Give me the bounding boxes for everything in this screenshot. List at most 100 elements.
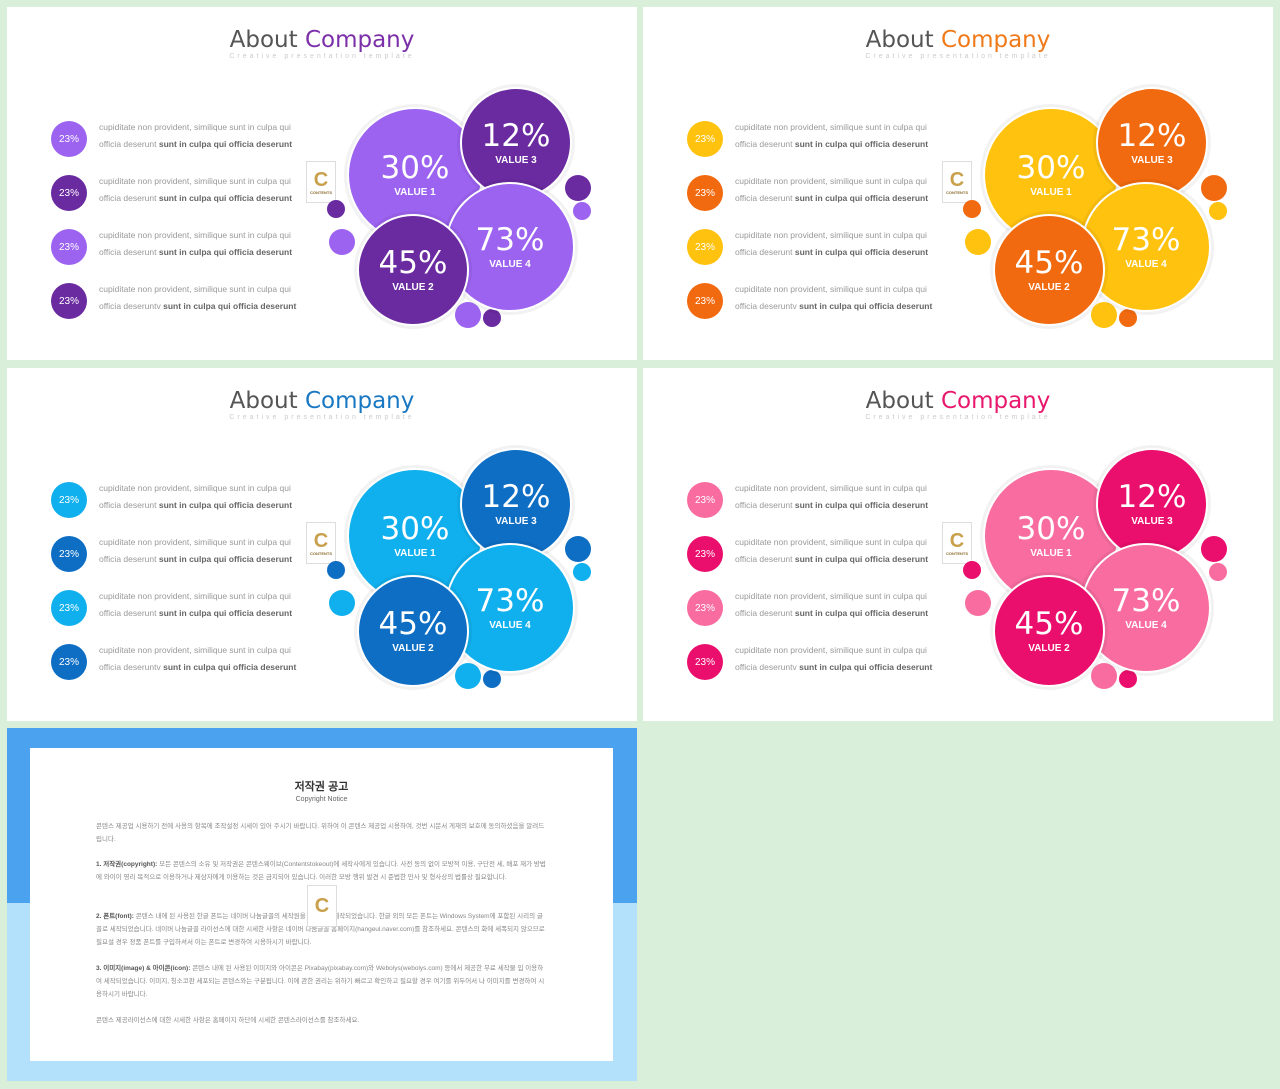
decor-dot: [455, 302, 481, 328]
item-line-2-bold: sunt in culpa qui officia deserunt: [163, 662, 297, 672]
decor-dot: [965, 590, 991, 616]
copyright-slide: 저작권 공고 Copyright Notice 콘텐스 제공업 시용하기 전에 …: [7, 728, 637, 1081]
decor-dot: [565, 175, 591, 201]
item-line-2: officia deserunt sunt in culpa qui offic…: [99, 500, 292, 510]
value-circle: 45% VALUE 2: [357, 575, 469, 687]
title-text: About: [229, 388, 298, 414]
logo-watermark: C CONTENTS: [942, 522, 972, 564]
circle-label: VALUE 1: [394, 186, 436, 198]
item-line-1: cupiditate non provident, similique sunt…: [99, 230, 291, 240]
list-item: 23% cupiditate non provident, similique …: [687, 480, 947, 520]
copyright-intro: 콘텐스 제공업 시용하기 전에 사용의 항목에 조작설정 시세이 있어 주시기 …: [96, 823, 545, 843]
slide-title: About Company: [7, 27, 637, 53]
percent-badge: 23%: [687, 590, 723, 626]
item-line-2-text: officia deserunt: [735, 500, 795, 510]
item-line-1: cupiditate non provident, similique sunt…: [735, 645, 927, 655]
section-2-label: 2. 폰트(font):: [96, 913, 134, 920]
item-line-2-text: officia deserunt: [99, 500, 159, 510]
circle-value: 12%: [1117, 117, 1187, 154]
percent-badge: 23%: [51, 644, 87, 680]
logo-letter: C: [314, 895, 330, 917]
decor-dot: [1209, 563, 1227, 581]
list-item: 23% cupiditate non provident, similique …: [51, 173, 311, 213]
slide-blue: About Company Creative presentation templ…: [7, 368, 637, 721]
slide-purple: About Company Creative presentation templ…: [7, 7, 637, 360]
circle-value: 12%: [481, 478, 551, 515]
percent-badge: 23%: [687, 175, 723, 211]
item-line-2: officia deserunt sunt in culpa qui offic…: [735, 554, 928, 564]
logo-text: CONTENTS: [310, 550, 332, 556]
item-line-2-text: officia deserunt: [99, 608, 159, 618]
decor-dot: [483, 670, 501, 688]
item-line-1: cupiditate non provident, similique sunt…: [99, 284, 291, 294]
copyright-title: 저작권 공고: [294, 781, 349, 793]
item-line-1: cupiditate non provident, similique sunt…: [99, 591, 291, 601]
circle-value: 12%: [481, 117, 551, 154]
value-circle: 12% VALUE 3: [460, 87, 572, 199]
decor-dot: [1091, 663, 1117, 689]
item-line-2: officia deserunt sunt in culpa qui offic…: [99, 139, 292, 149]
item-line-2-bold: sunt in culpa qui officia deserunt: [799, 301, 933, 311]
item-line-1: cupiditate non provident, similique sunt…: [735, 122, 927, 132]
section-3-label: 3. 이미지(image) & 아이콘(icon):: [96, 965, 191, 972]
item-line-2-text: officia deserunt: [99, 139, 159, 149]
item-line-2-bold: sunt in culpa qui officia deserunt: [163, 301, 297, 311]
percent-badge: 23%: [687, 229, 723, 265]
title-accent: Company: [304, 388, 415, 414]
title-accent: Company: [940, 388, 1051, 414]
logo-watermark: C: [307, 885, 337, 927]
circle-value: 73%: [1111, 221, 1181, 258]
slide-title: About Company: [643, 388, 1273, 414]
percent-badge: 23%: [51, 283, 87, 319]
decor-dot: [329, 590, 355, 616]
item-line-2-text: officia deserunt: [735, 608, 795, 618]
item-line-1: cupiditate non provident, similique sunt…: [99, 645, 291, 655]
title-text: About: [229, 27, 298, 53]
item-line-2-text: officia deserunt: [735, 193, 795, 203]
percent-badge: 23%: [687, 283, 723, 319]
circle-value: 45%: [378, 605, 448, 642]
list-item: 23% cupiditate non provident, similique …: [51, 588, 311, 628]
circle-value: 30%: [380, 510, 450, 547]
title-text: About: [865, 388, 934, 414]
circle-label: VALUE 2: [392, 642, 434, 654]
value-circle: 45% VALUE 2: [993, 214, 1105, 326]
list-item: 23% cupiditate non provident, similique …: [51, 227, 311, 267]
circle-label: VALUE 3: [1131, 154, 1173, 166]
list-item: 23% cupiditate non provident, similique …: [687, 173, 947, 213]
item-line-2-bold: sunt in culpa qui officia deserunt: [158, 193, 293, 203]
percent-badge: 23%: [51, 121, 87, 157]
percent-badge: 23%: [51, 229, 87, 265]
percent-badge: 23%: [687, 644, 723, 680]
item-line-2-bold: sunt in culpa qui officia deserunt: [794, 500, 929, 510]
decor-dot: [1201, 536, 1227, 562]
item-line-2: officia deserunt sunt in culpa qui offic…: [735, 247, 928, 257]
list-item: 23% cupiditate non provident, similique …: [687, 642, 947, 682]
logo-letter: C: [313, 529, 329, 552]
item-line-2-bold: sunt in culpa qui officia deserunt: [794, 247, 929, 257]
decor-dot: [1091, 302, 1117, 328]
value-circle: 73% VALUE 4: [445, 543, 575, 673]
circle-value: 12%: [1117, 478, 1187, 515]
copyright-paper: 저작권 공고 Copyright Notice 콘텐스 제공업 시용하기 전에 …: [30, 748, 613, 1061]
copyright-subtitle: Copyright Notice: [295, 796, 348, 803]
circle-value: 73%: [475, 582, 545, 619]
circle-value: 73%: [1111, 582, 1181, 619]
section-1-text: 모든 콘텐스의 소유 및 저작권은 콘텐스웨이브(Contentstokeout…: [96, 861, 546, 881]
decor-dot: [483, 309, 501, 327]
list-item: 23% cupiditate non provident, similique …: [51, 534, 311, 574]
value-circle: 45% VALUE 2: [357, 214, 469, 326]
decor-dot: [327, 561, 345, 579]
percent-badge: 23%: [51, 482, 87, 518]
item-line-2: officia deserunt sunt in culpa qui offic…: [99, 554, 292, 564]
circle-label: VALUE 4: [489, 619, 531, 631]
title-text: About: [865, 27, 934, 53]
slide-subtitle: Creative presentation template: [865, 414, 1051, 421]
circle-value: 30%: [1016, 510, 1086, 547]
item-line-2: officia deseruntv sunt in culpa qui offi…: [99, 301, 296, 311]
list-item: 23% cupiditate non provident, similique …: [687, 281, 947, 321]
item-line-2-bold: sunt in culpa qui officia deserunt: [158, 247, 293, 257]
circle-label: VALUE 2: [1028, 281, 1070, 293]
circle-label: VALUE 3: [495, 515, 537, 527]
logo-watermark: C CONTENTS: [306, 522, 336, 564]
